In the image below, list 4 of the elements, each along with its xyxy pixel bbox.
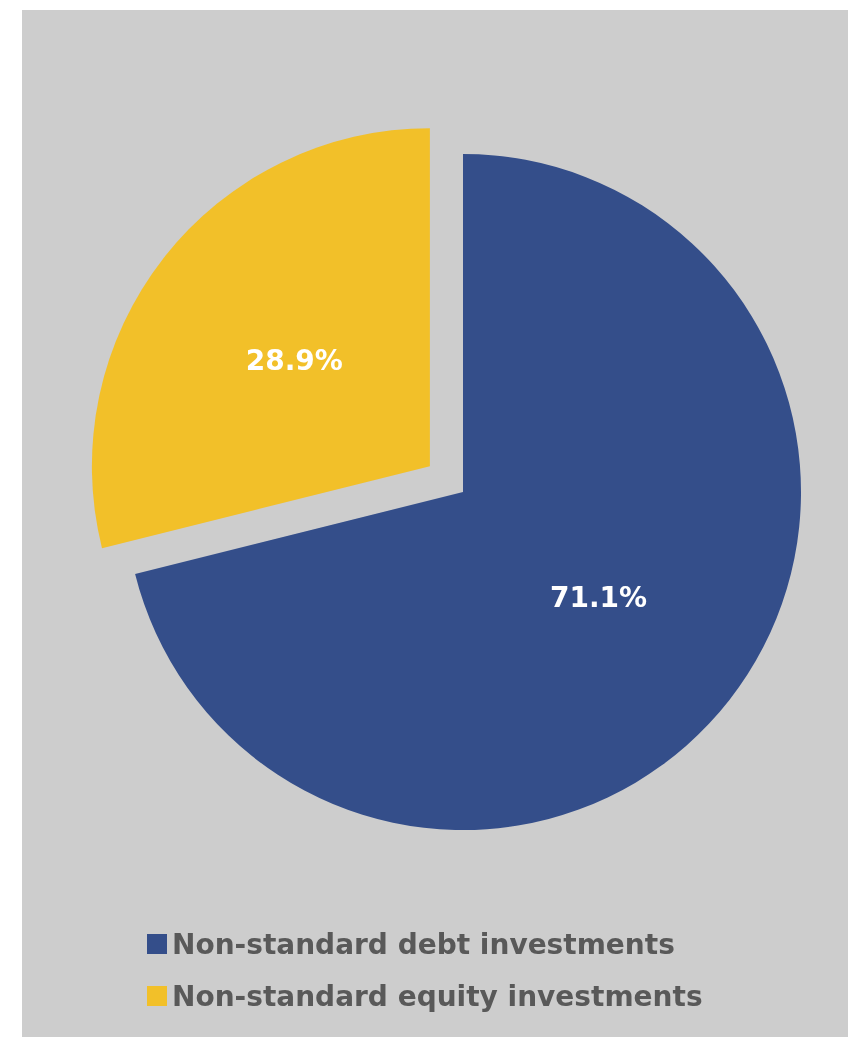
data-label: 71.1% <box>550 581 648 615</box>
data-label: 28.9% <box>245 343 343 377</box>
legend-label: Non-standard equity investments <box>172 979 703 1013</box>
legend-label: Non-standard debt investments <box>172 927 675 961</box>
